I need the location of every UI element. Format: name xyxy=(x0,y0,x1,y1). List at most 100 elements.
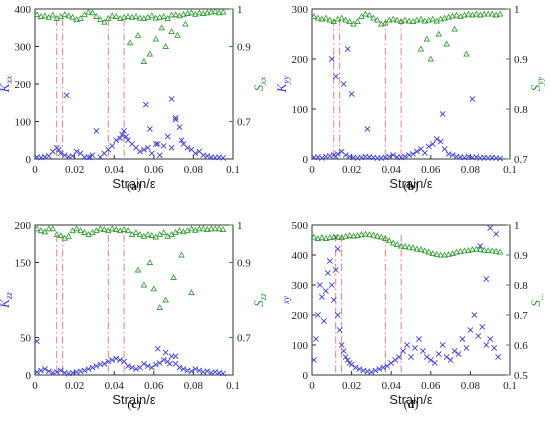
s-point-marker xyxy=(160,229,167,235)
caption-close: ) xyxy=(137,397,141,411)
k-point-marker xyxy=(441,146,448,152)
s-point-marker xyxy=(488,10,496,17)
x-tick-label: 0.1 xyxy=(226,164,240,176)
s-point-marker xyxy=(358,231,365,238)
s-point-marker xyxy=(132,229,140,235)
k-point-marker xyxy=(495,354,502,360)
k-point-marker xyxy=(439,111,446,117)
k-point-marker xyxy=(471,312,478,318)
k-point-marker xyxy=(352,364,359,371)
s-point-marker xyxy=(97,16,104,22)
x-tick-label: 0.08 xyxy=(461,164,481,176)
s-point-marker xyxy=(370,14,377,21)
k-point-marker xyxy=(410,151,416,157)
k-point-marker xyxy=(93,363,100,369)
plot-frame xyxy=(34,224,234,376)
s-point-marker xyxy=(61,11,68,18)
s-point-marker xyxy=(423,35,431,42)
s-point-marker xyxy=(413,245,421,252)
k-point-marker xyxy=(451,348,458,354)
s-point-marker xyxy=(112,226,120,232)
k-point-marker xyxy=(340,348,347,354)
k-point-marker xyxy=(34,369,40,375)
s-point-marker xyxy=(180,10,187,17)
x-tick-label: 0.06 xyxy=(421,164,441,176)
s-point-marker xyxy=(120,13,128,20)
k-point-marker xyxy=(348,91,355,97)
s-tick-label: 0.8 xyxy=(514,104,528,116)
s-point-marker xyxy=(453,248,460,255)
s-point-marker xyxy=(85,8,92,15)
s-point-marker xyxy=(338,14,345,21)
s-point-marker xyxy=(196,225,203,232)
s-point-marker xyxy=(433,250,441,257)
k-point-marker xyxy=(144,144,151,151)
k-point-marker xyxy=(364,126,371,132)
s-tick-label: 0.9 xyxy=(237,42,251,54)
s-point-marker xyxy=(211,7,219,14)
s-point-marker xyxy=(101,226,108,232)
s-point-marker xyxy=(342,16,349,23)
s-point-marker xyxy=(318,234,326,241)
s-point-marker xyxy=(73,225,80,232)
plot-frame xyxy=(34,8,234,160)
k-point-marker xyxy=(334,246,341,252)
s-point-marker xyxy=(484,247,492,253)
s-point-marker xyxy=(350,232,357,239)
k-point-marker xyxy=(400,348,406,354)
plot-frame xyxy=(311,8,511,160)
s-point-marker xyxy=(437,15,444,22)
x-tick-label: 0.02 xyxy=(342,380,361,392)
x-tick-label: 0.04 xyxy=(105,380,125,392)
s-point-marker xyxy=(473,245,480,252)
k-point-marker xyxy=(497,155,504,162)
s-point-marker xyxy=(469,246,476,253)
s-point-marker xyxy=(378,20,385,27)
s-point-marker xyxy=(140,14,148,21)
s-point-marker xyxy=(124,227,132,234)
s-point-marker xyxy=(172,11,179,18)
s-point-marker xyxy=(192,10,199,17)
s-point-marker xyxy=(366,231,373,238)
k-axis-label: xy xyxy=(281,296,291,305)
s-point-marker xyxy=(108,225,116,232)
s-point-marker xyxy=(136,14,144,21)
k-point-marker xyxy=(85,366,92,372)
s-point-marker xyxy=(108,12,116,19)
x-tick-label: 0.04 xyxy=(382,164,402,176)
caption-letter: c xyxy=(131,397,137,411)
caption-open: ( xyxy=(404,179,408,193)
s-point-marker xyxy=(477,11,484,18)
s-point-marker xyxy=(469,11,476,18)
s-point-marker xyxy=(97,225,104,232)
k-point-marker xyxy=(148,150,155,157)
k-point-marker xyxy=(57,367,64,374)
k-point-marker xyxy=(160,142,167,149)
s-point-marker xyxy=(488,247,496,254)
s-point-marker xyxy=(144,13,152,20)
s-point-marker xyxy=(203,226,211,232)
s-point-marker xyxy=(132,13,140,19)
x-tick-label: 0.02 xyxy=(342,164,361,176)
k-point-marker xyxy=(148,364,155,371)
s-point-marker xyxy=(49,225,57,232)
s-axis-label-sub: yy xyxy=(535,77,545,86)
k-point-marker xyxy=(113,137,120,144)
k-tick-label: 300 xyxy=(292,280,309,292)
s-point-marker xyxy=(441,251,448,258)
s-point-marker xyxy=(200,10,207,16)
s-point-marker xyxy=(417,246,425,253)
s-point-marker xyxy=(354,232,361,238)
k-point-marker xyxy=(317,282,323,288)
k-point-marker xyxy=(416,336,422,342)
k-point-marker xyxy=(184,144,191,151)
s-point-marker xyxy=(421,247,429,254)
s-point-marker xyxy=(381,19,389,26)
s-point-marker xyxy=(362,10,369,17)
s-point-marker xyxy=(492,247,500,254)
s-point-marker xyxy=(461,247,468,254)
s-point-marker xyxy=(480,246,488,253)
k-point-marker xyxy=(483,342,490,348)
k-point-marker xyxy=(192,150,199,157)
k-point-marker xyxy=(53,369,60,375)
